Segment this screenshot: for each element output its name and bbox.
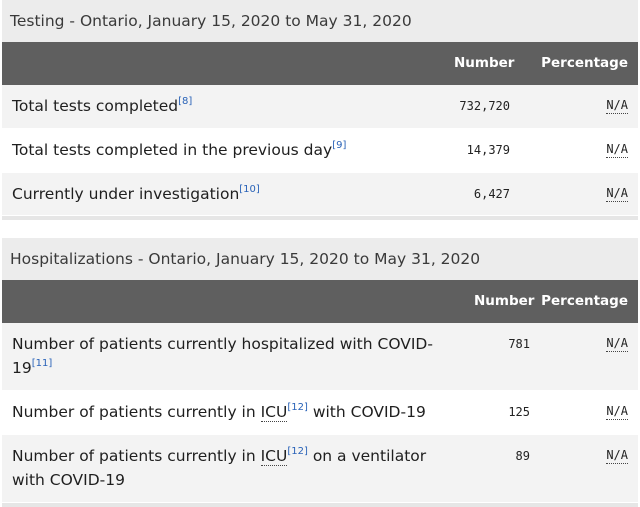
row-number: 781 (508, 337, 530, 351)
row-number: 732,720 (459, 99, 510, 113)
reference-link[interactable]: [12] (287, 446, 308, 457)
reference-link[interactable]: [9] (332, 140, 347, 151)
reference-link[interactable]: [12] (287, 402, 308, 413)
row-label: Total tests completed[8] (12, 96, 193, 116)
hospitalizations-table: Hospitalizations - Ontario, January 15, … (2, 238, 638, 507)
row-percentage[interactable]: N/A (606, 98, 628, 114)
table-row: Total tests completed in the previous da… (2, 129, 638, 173)
column-header-percentage: Percentage (541, 293, 628, 309)
table-row: Total tests completed[8] 732,720 N/A (2, 85, 638, 129)
row-label: Currently under investigation[10] (12, 184, 260, 204)
icu-abbreviation[interactable]: ICU (260, 403, 288, 422)
row-label: Number of patients currently in ICU[12] … (12, 446, 427, 490)
column-header-number: Number (474, 293, 535, 309)
testing-table-header: Number Percentage (2, 42, 638, 85)
table-row: Number of patients currently in ICU[12] … (2, 391, 638, 435)
table-divider (2, 216, 638, 220)
testing-table-caption: Testing - Ontario, January 15, 2020 to M… (2, 0, 638, 42)
hospitalizations-table-header: Number Percentage (2, 280, 638, 323)
row-label: Number of patients currently hospitalize… (12, 335, 433, 377)
row-percentage[interactable]: N/A (606, 142, 628, 158)
column-header-number: Number (454, 55, 515, 71)
table-row: Number of patients currently hospitalize… (2, 323, 638, 391)
column-header-percentage: Percentage (541, 55, 628, 71)
reference-link[interactable]: [10] (239, 184, 260, 195)
row-label: Total tests completed in the previous da… (12, 140, 347, 160)
icu-abbreviation[interactable]: ICU (260, 447, 288, 466)
row-number: 14,379 (466, 143, 510, 157)
row-percentage[interactable]: N/A (606, 404, 628, 420)
table-row: Number of patients currently in ICU[12] … (2, 435, 638, 503)
table-divider (2, 503, 638, 507)
reference-link[interactable]: [11] (31, 358, 53, 369)
row-percentage[interactable]: N/A (606, 186, 628, 202)
table-row: Currently under investigation[10] 6,427 … (2, 173, 638, 216)
row-number: 89 (515, 449, 530, 463)
row-number: 6,427 (473, 187, 510, 201)
testing-table: Testing - Ontario, January 15, 2020 to M… (2, 0, 638, 220)
hospitalizations-table-caption: Hospitalizations - Ontario, January 15, … (2, 238, 638, 280)
row-label: Number of patients currently in ICU[12] … (12, 402, 426, 422)
row-number: 125 (508, 405, 530, 419)
row-percentage[interactable]: N/A (606, 336, 628, 352)
row-percentage[interactable]: N/A (606, 448, 628, 464)
reference-link[interactable]: [8] (178, 96, 193, 107)
